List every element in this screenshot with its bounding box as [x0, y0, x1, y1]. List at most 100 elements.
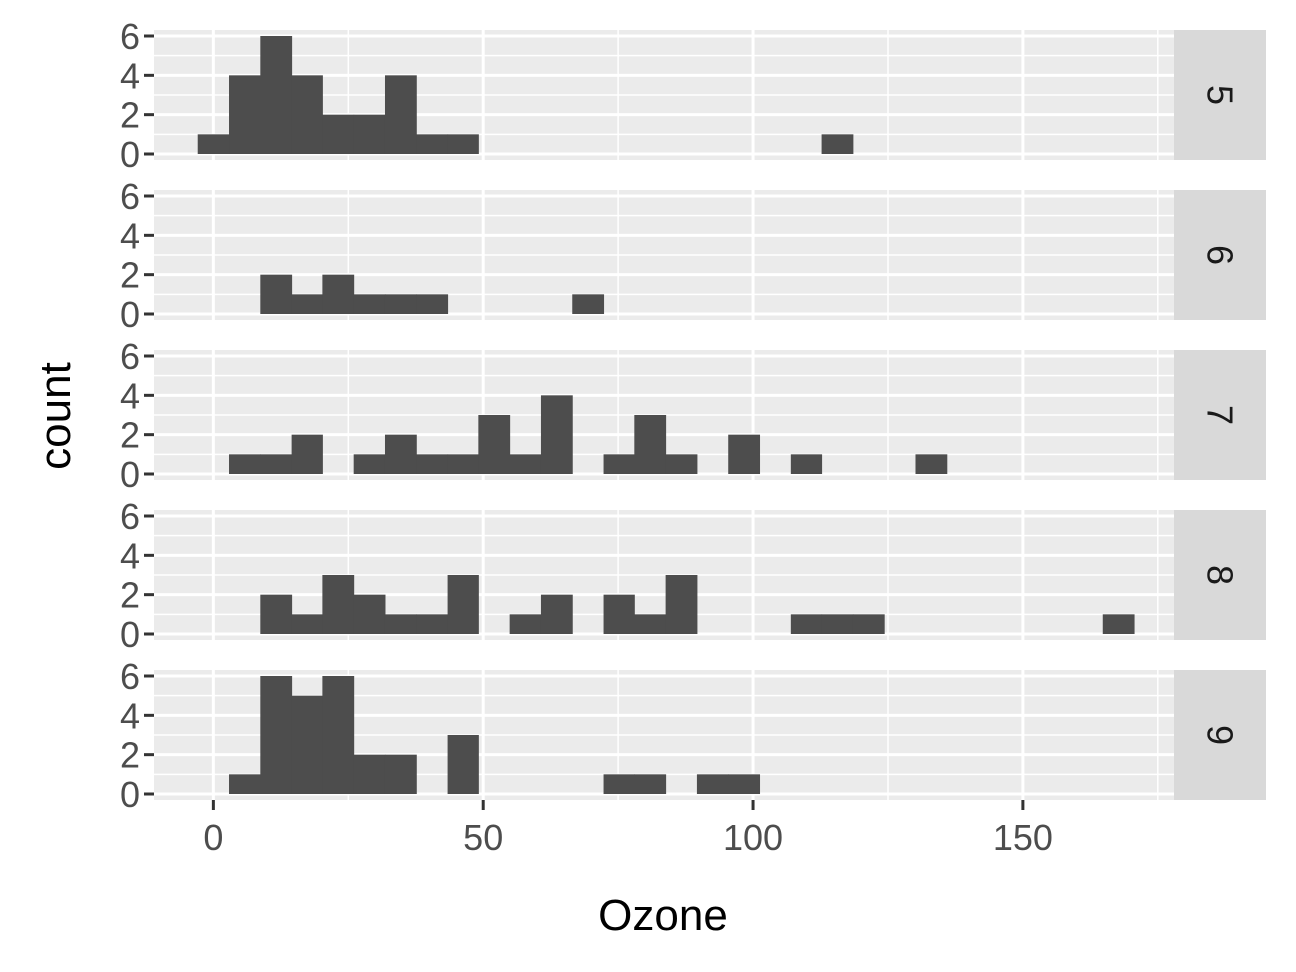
histogram-bar — [229, 75, 261, 154]
y-tick-label: 2 — [120, 255, 140, 296]
facet-strip — [1174, 510, 1266, 640]
facet-strip — [1174, 30, 1266, 160]
histogram-bar — [852, 614, 885, 634]
histogram-bar — [416, 134, 449, 154]
y-tick-label: 6 — [120, 176, 140, 217]
y-tick-label: 0 — [120, 294, 140, 335]
histogram-bar — [603, 774, 635, 794]
histogram-bar — [603, 594, 635, 634]
histogram-bar — [634, 774, 667, 794]
histogram-bar — [322, 114, 355, 154]
y-tick-label: 2 — [120, 415, 140, 456]
histogram-bar — [915, 454, 948, 474]
facet-strip-label: 8 — [1200, 565, 1241, 585]
histogram-bar — [416, 614, 449, 634]
y-tick-label: 4 — [120, 535, 140, 576]
histogram-bar — [197, 134, 230, 154]
histogram-bar — [572, 294, 605, 314]
histogram-bar — [728, 434, 761, 474]
histogram-bar — [260, 454, 293, 474]
histogram-bar — [291, 614, 323, 634]
x-axis-title: Ozone — [598, 891, 728, 940]
facet-strip-label: 7 — [1200, 405, 1241, 425]
facet-strip-label: 5 — [1200, 85, 1241, 105]
histogram-bar — [416, 294, 449, 314]
histogram-bar — [728, 774, 761, 794]
y-tick-label: 4 — [120, 375, 140, 416]
histogram-bar — [509, 614, 542, 634]
histogram-bar — [478, 415, 511, 474]
histogram-bar — [322, 676, 355, 794]
y-tick-label: 0 — [120, 454, 140, 495]
histogram-bar — [229, 454, 261, 474]
histogram-bar — [540, 395, 573, 474]
histogram-bar — [790, 614, 823, 634]
histogram-bar — [291, 294, 323, 314]
histogram-bar — [291, 695, 323, 794]
y-tick-label: 2 — [120, 575, 140, 616]
histogram-bar — [384, 614, 417, 634]
histogram-bar — [821, 134, 854, 154]
y-tick-label: 2 — [120, 735, 140, 776]
histogram-bar — [229, 774, 261, 794]
y-tick-label: 2 — [120, 95, 140, 136]
histogram-bar — [665, 575, 698, 634]
facet-strip — [1174, 190, 1266, 320]
y-tick-label: 0 — [120, 134, 140, 175]
histogram-bar — [260, 36, 293, 154]
y-tick-label: 4 — [120, 55, 140, 96]
histogram-bar — [603, 454, 635, 474]
histogram-bar — [260, 676, 293, 794]
histogram-bar — [509, 454, 542, 474]
histogram-bar — [291, 434, 323, 474]
histogram-bar — [260, 274, 293, 314]
histogram-bar — [540, 594, 573, 634]
histogram-bar — [291, 75, 323, 154]
histogram-bar — [322, 575, 355, 634]
facet-strip-label: 6 — [1200, 245, 1241, 265]
histogram-bar — [353, 594, 386, 634]
histogram-bar — [416, 454, 449, 474]
y-tick-label: 0 — [120, 774, 140, 815]
histogram-bar — [1102, 614, 1135, 634]
histogram-bar — [447, 575, 479, 634]
x-tick-label: 150 — [993, 817, 1053, 858]
facet-strip-label: 9 — [1200, 725, 1241, 745]
y-tick-label: 6 — [120, 336, 140, 377]
facet-strip — [1174, 670, 1266, 800]
histogram-bar — [447, 134, 479, 154]
histogram-bar — [260, 594, 293, 634]
histogram-bar — [790, 454, 823, 474]
histogram-bar — [353, 294, 386, 314]
histogram-bar — [447, 454, 479, 474]
y-axis-title: count — [31, 362, 80, 470]
histogram-bar — [384, 75, 417, 154]
y-tick-label: 6 — [120, 656, 140, 697]
y-tick-label: 4 — [120, 695, 140, 736]
y-tick-label: 6 — [120, 496, 140, 537]
histogram-bar — [353, 454, 386, 474]
histogram-bar — [353, 114, 386, 154]
histogram-bar — [665, 454, 698, 474]
histogram-bar — [384, 294, 417, 314]
histogram-bar — [384, 434, 417, 474]
y-tick-label: 6 — [120, 16, 140, 57]
x-tick-label: 100 — [723, 817, 783, 858]
histogram-bar — [353, 754, 386, 794]
histogram-bar — [696, 774, 729, 794]
histogram-bar — [447, 735, 479, 794]
histogram-bar — [634, 415, 667, 474]
x-tick-label: 0 — [203, 817, 223, 858]
histogram-bar — [634, 614, 667, 634]
x-tick-label: 50 — [463, 817, 503, 858]
histogram-bar — [821, 614, 854, 634]
facet-strip — [1174, 350, 1266, 480]
histogram-bar — [384, 754, 417, 794]
histogram-bar — [322, 274, 355, 314]
